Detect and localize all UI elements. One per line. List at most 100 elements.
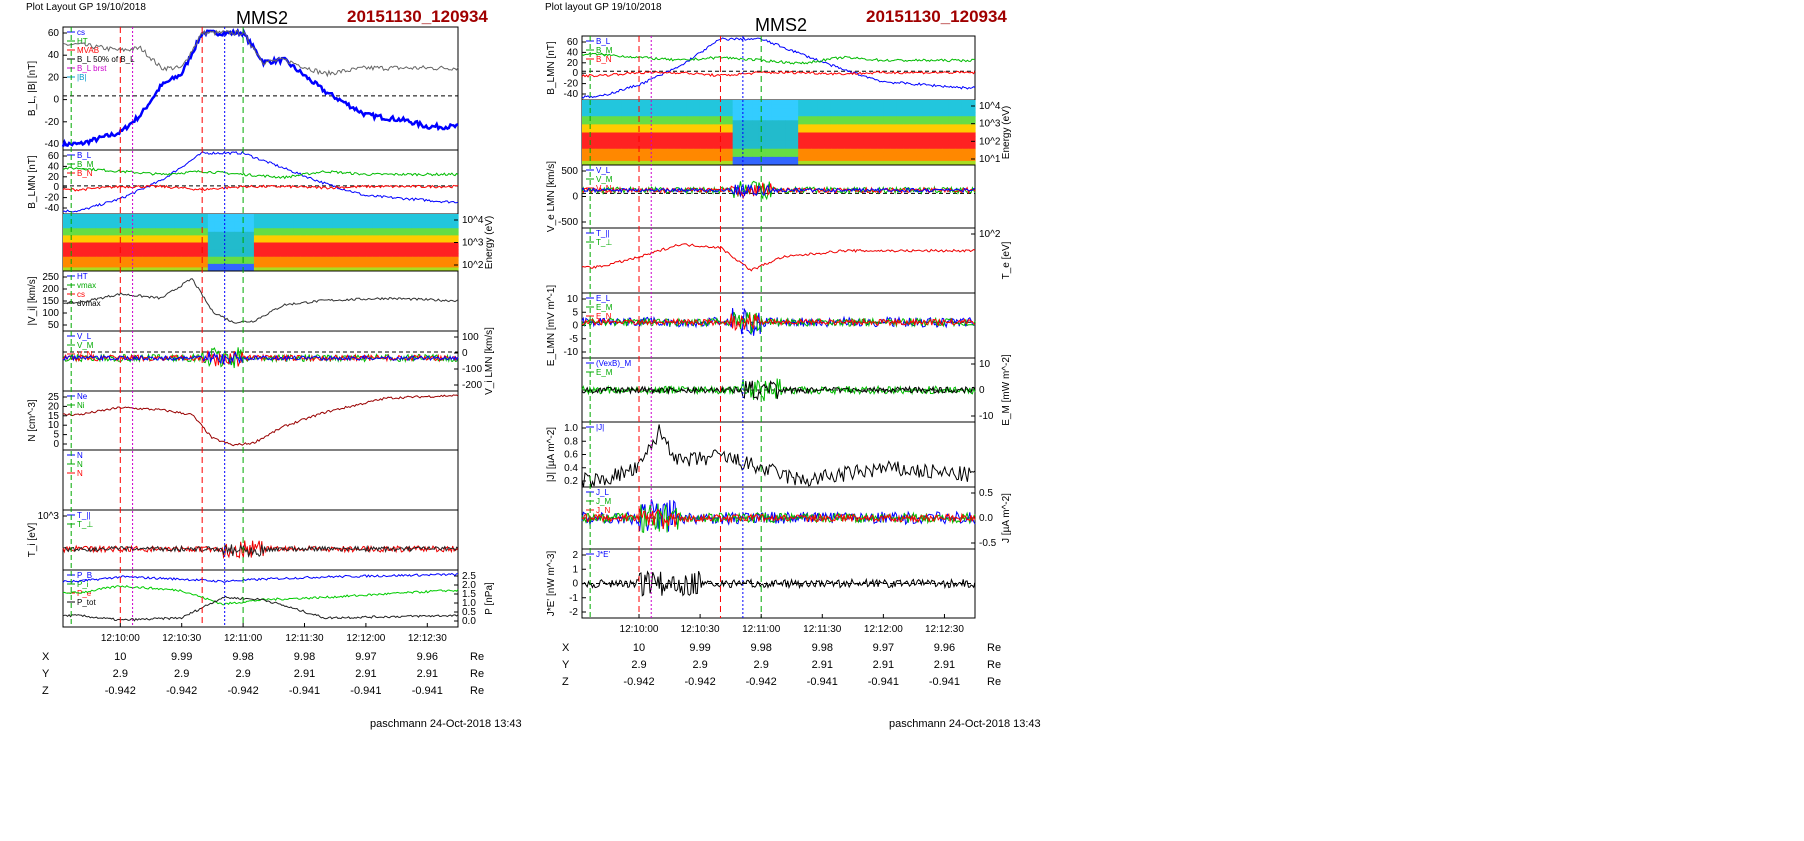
spectrogram-cell: [95, 224, 104, 229]
spectrogram-cell: [95, 228, 104, 233]
spectrogram-cell: [379, 267, 387, 272]
spectrogram-cell: [69, 260, 77, 265]
spectrogram-cell: [830, 124, 839, 129]
spectrogram-cell: [732, 144, 740, 150]
spectrogram-cell: [889, 144, 897, 150]
spectrogram-cell: [168, 256, 176, 261]
spectrogram-cell: [194, 242, 202, 247]
spectrogram-cell: [95, 235, 104, 240]
spectrogram-cell: [883, 144, 891, 150]
spectrogram-cell: [201, 253, 209, 258]
spectrogram-cell: [778, 112, 786, 117]
spectrogram-cell: [850, 116, 858, 121]
spectrogram-cell: [207, 231, 216, 236]
spectrogram-cell: [745, 112, 753, 117]
spectrogram-cell: [444, 267, 453, 272]
spectrogram-cell: [247, 231, 255, 236]
spectrogram-cell: [916, 152, 924, 158]
spectrogram-cell: [791, 156, 799, 162]
spectrogram-cell: [326, 217, 334, 222]
spectrogram-cell: [857, 144, 865, 150]
spectrogram-cell: [385, 246, 393, 251]
spectrogram-cell: [634, 120, 642, 125]
legend-label: N: [77, 451, 83, 460]
spectrogram-cell: [640, 132, 649, 138]
spectrogram-cell: [286, 249, 295, 254]
spectrogram-cell: [346, 260, 354, 265]
spectrogram-cell: [148, 253, 156, 258]
spectrogram-cell: [713, 124, 721, 129]
spectrogram-cell: [758, 132, 766, 138]
spectrogram-cell: [929, 128, 937, 133]
spectrogram-cell: [385, 217, 393, 222]
series-line-BN: [62, 184, 459, 192]
spectrogram-cell: [168, 214, 176, 219]
coord-value: 9.96: [934, 642, 955, 654]
noise-trace: [581, 379, 976, 401]
coord-value: 9.99: [689, 642, 710, 654]
spectrogram-cell: [883, 120, 891, 125]
spectrogram-cell: [319, 217, 327, 222]
right-spacecraft-title: MMS2: [755, 15, 808, 35]
spectrogram-cell: [385, 260, 393, 265]
noise-trace: [581, 508, 976, 530]
spectrogram-cell: [948, 136, 956, 142]
spectrogram-cell: [319, 214, 327, 219]
spectrogram-cell: [168, 249, 176, 254]
spectrogram-cell: [444, 224, 453, 229]
spectrogram-cell: [82, 224, 90, 229]
tick-label: -10: [979, 411, 994, 422]
spectrogram-cell: [451, 260, 459, 265]
coord-value: 2.91: [355, 668, 376, 680]
spectrogram-cell: [392, 267, 400, 272]
spectrogram-cell: [188, 221, 196, 226]
spectrogram-cell: [280, 224, 288, 229]
spectrogram-cell: [654, 132, 662, 138]
coord-axis-label: X: [562, 642, 570, 654]
spectrogram-cell: [306, 228, 314, 233]
spectrogram-cell: [181, 217, 189, 222]
spectrogram-cell: [411, 246, 420, 251]
legend-label: vmax: [77, 281, 96, 290]
series-line-Vi: [62, 278, 459, 324]
spectrogram-cell: [260, 235, 268, 240]
spectrogram-cell: [135, 235, 143, 240]
spectrogram-cell: [713, 116, 721, 121]
spectrogram-cell: [418, 224, 426, 229]
spectrogram-cell: [148, 231, 156, 236]
spectrogram-cell: [830, 156, 839, 162]
spectrogram-cell: [300, 242, 308, 247]
spectrogram-cell: [135, 263, 143, 268]
spectrogram-cell: [82, 238, 90, 243]
spectrogram-cell: [260, 263, 268, 268]
spectrogram-cell: [916, 132, 924, 138]
spectrogram-cell: [405, 256, 413, 261]
left-event-id: 20151130_120934: [347, 7, 488, 26]
spectrogram-cell: [922, 156, 930, 162]
spectrogram-cell: [69, 228, 77, 233]
coord-axis-label: Z: [42, 685, 49, 697]
spectrogram-cell: [680, 152, 688, 158]
spectrogram-cell: [352, 246, 360, 251]
spectrogram-cell: [896, 136, 904, 142]
spectrogram-cell: [194, 253, 202, 258]
spectrogram-cell: [359, 249, 367, 254]
spectrogram-cell: [313, 224, 321, 229]
spectrogram-cell: [955, 160, 963, 166]
spectrogram-cell: [201, 228, 209, 233]
noise-trace: [581, 313, 976, 332]
spectrogram-cell: [595, 144, 603, 150]
spectrogram-cell: [850, 160, 858, 166]
spectrogram-cell: [385, 214, 393, 219]
spectrogram-cell: [601, 136, 609, 142]
coord-value: -0.941: [868, 676, 899, 688]
spectrogram-cell: [588, 144, 596, 150]
spectrogram-cell: [142, 256, 150, 261]
legend-label: B_N: [77, 169, 93, 178]
spectrogram-cell: [752, 148, 760, 154]
spectrogram-cell: [273, 217, 281, 222]
spectrogram-cell: [745, 124, 753, 129]
spectrogram-cell: [379, 231, 387, 236]
spectrogram-cell: [876, 108, 884, 113]
spectrogram-cell: [817, 128, 825, 133]
